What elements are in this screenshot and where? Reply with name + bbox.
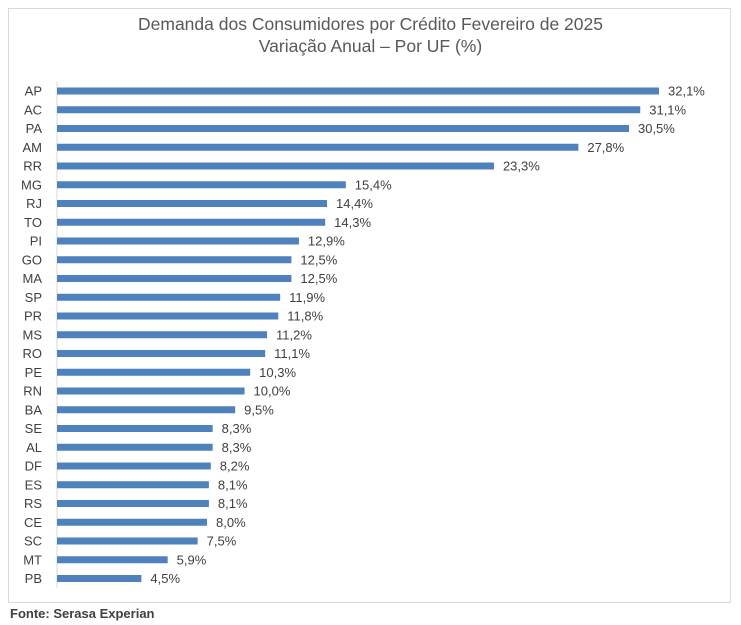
chart-title-block: Demanda dos Consumidores por Crédito Fev… [0,13,741,57]
y-tick-label: MG [21,177,42,192]
y-tick-label: SP [25,290,42,305]
bar [57,443,213,451]
y-tick-label: AM [23,140,43,155]
chart-title: Demanda dos Consumidores por Crédito Fev… [138,14,603,34]
bar [57,462,211,470]
data-label: 8,1% [218,496,248,511]
y-tick-label: BA [25,402,43,417]
bar [57,518,208,526]
data-label: 14,4% [336,196,373,211]
data-label: 8,3% [222,440,252,455]
bar [57,87,659,95]
y-tick-label: RN [23,384,42,399]
data-label: 30,5% [638,121,675,136]
y-tick-label: PI [30,234,42,249]
data-label: 12,9% [308,234,345,249]
data-label: 11,8% [287,309,323,324]
bar [57,350,266,357]
bar [57,125,629,132]
data-label: 9,5% [244,402,274,417]
bar [57,500,209,507]
data-label: 12,5% [300,271,337,286]
data-label: 8,0% [216,515,246,530]
y-tick-label: PE [25,365,43,380]
y-tick-label: SC [24,534,42,549]
y-tick-label: TO [24,215,42,230]
y-tick-label: CE [24,515,42,530]
bar [57,162,494,170]
y-tick-label: PR [24,309,42,324]
data-label: 14,3% [334,215,371,230]
y-tick-label: RJ [26,196,42,211]
data-label: 11,9% [289,290,325,305]
data-label: 7,5% [207,534,237,549]
y-tick-label: AC [24,102,42,117]
data-label: 8,1% [218,477,248,492]
y-tick-label: SE [25,421,43,436]
y-tick-label: GO [22,252,42,267]
y-tick-label: RR [23,159,42,174]
y-tick-label: PA [26,121,43,136]
bar [57,312,279,320]
data-label: 10,3% [259,365,296,380]
data-label: 5,9% [177,552,207,567]
data-label: 31,1% [649,102,686,117]
bar [57,275,292,282]
bar [57,425,213,432]
bar [57,237,299,245]
data-label: 11,2% [276,327,312,342]
y-tick-label: ES [25,477,43,492]
y-tick-label: RS [24,496,42,511]
bar [57,387,245,395]
y-tick-label: MA [23,271,43,286]
data-label: 23,3% [503,159,540,174]
data-label: 10,0% [254,384,291,399]
y-tick-label: DF [25,459,42,474]
y-tick-label: AL [26,440,42,455]
bar [57,256,292,264]
data-label: 8,2% [220,459,250,474]
bar [57,406,236,414]
y-tick-label: MT [23,552,42,567]
y-tick-label: MS [23,327,43,342]
bar [57,537,198,545]
y-tick-label: AP [25,84,42,99]
bar [57,293,281,301]
bar [57,556,168,564]
data-label: 32,1% [668,84,705,99]
y-tick-label: RO [23,346,43,361]
y-tick-label: PB [25,571,42,586]
bar [57,331,268,339]
bar [57,481,209,489]
data-label: 11,1% [274,346,310,361]
bar [57,106,641,114]
bar [57,200,328,207]
data-label: 12,5% [300,252,337,267]
bar [57,143,579,151]
bar [57,181,346,189]
bar [57,575,142,582]
bar [57,368,251,376]
data-label: 8,3% [222,421,252,436]
data-label: 4,5% [150,571,180,586]
data-label: 27,8% [587,140,624,155]
bar [57,218,326,226]
data-label: 15,4% [355,177,392,192]
chart-subtitle: Variação Anual – Por UF (%) [258,36,483,56]
source-note: Fonte: Serasa Experian [10,606,155,621]
